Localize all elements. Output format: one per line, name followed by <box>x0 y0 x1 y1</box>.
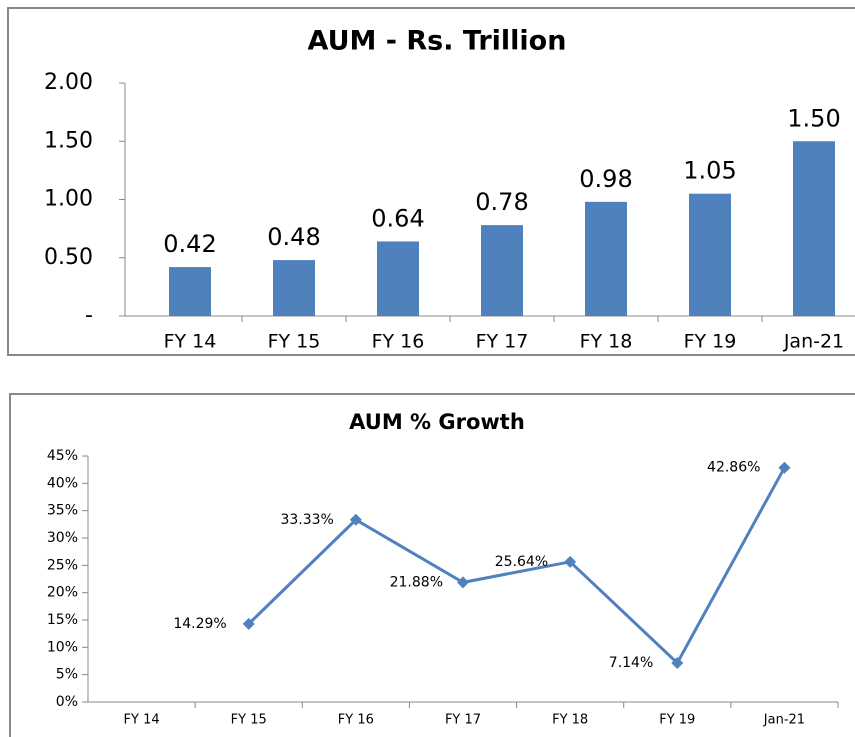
y-tick-label: 35% <box>47 503 78 519</box>
y-tick-label: 20% <box>47 585 78 601</box>
marker <box>457 576 469 589</box>
y-tick-label: 0% <box>56 694 78 710</box>
x-tick-label: FY 16 <box>372 331 425 353</box>
data-label: 21.88% <box>390 574 443 590</box>
y-tick-label: 5% <box>56 667 78 683</box>
x-tick-label: FY 18 <box>580 331 633 353</box>
x-tick-label: FY 17 <box>476 331 529 353</box>
marker <box>564 555 577 568</box>
y-tick-label: 25% <box>47 557 78 573</box>
y-tick-label: 1.50 <box>44 128 93 153</box>
data-label: 14.29% <box>173 616 226 632</box>
line <box>247 466 786 666</box>
x-tick-label: FY 14 <box>164 331 217 353</box>
x-tick-label: FY 15 <box>231 713 267 728</box>
data-label: 42.86% <box>707 460 760 476</box>
x-tick-label: FY 19 <box>659 713 695 728</box>
marker <box>671 656 684 669</box>
data-label: 0.48 <box>267 223 320 251</box>
data-label: 0.98 <box>579 165 632 193</box>
y-tick-label: 45% <box>47 448 78 464</box>
y-tick-label: - <box>85 303 93 328</box>
bar <box>481 225 523 316</box>
y-tick-label: 30% <box>47 530 78 546</box>
x-tick-label: FY 17 <box>445 713 481 728</box>
y-tick-label: 2.00 <box>44 70 93 95</box>
x-tick-label: FY 14 <box>124 713 160 728</box>
bar <box>273 260 315 316</box>
data-label: 1.50 <box>787 104 840 132</box>
x-tick-label: Jan-21 <box>783 331 844 353</box>
bar <box>169 267 211 316</box>
marker <box>242 617 255 630</box>
x-tick-label: Jan-21 <box>763 713 805 728</box>
y-tick-label: 40% <box>47 475 78 491</box>
marker <box>349 513 362 526</box>
chart-title: AUM % Growth <box>349 410 525 434</box>
bar <box>377 241 419 316</box>
data-label: 0.42 <box>163 230 216 258</box>
data-label: 7.14% <box>609 655 653 671</box>
bar <box>585 201 627 316</box>
bar <box>689 193 731 316</box>
x-tick-label: FY 16 <box>338 713 374 728</box>
y-tick-label: 10% <box>47 639 78 655</box>
y-tick-label: 1.00 <box>44 187 93 212</box>
data-label: 0.64 <box>371 204 424 232</box>
marker <box>778 461 791 474</box>
y-tick-label: 15% <box>47 612 78 628</box>
data-label: 0.78 <box>475 188 528 216</box>
data-label: 25.64% <box>495 554 548 570</box>
bar <box>793 141 835 316</box>
x-tick-label: FY 19 <box>684 331 737 353</box>
y-tick-label: 0.50 <box>44 245 93 270</box>
data-label: 1.05 <box>683 157 736 185</box>
chart-title: AUM - Rs. Trillion <box>308 26 567 57</box>
data-label: 33.33% <box>280 512 333 528</box>
x-tick-label: FY 15 <box>268 331 321 353</box>
x-tick-label: FY 18 <box>552 713 588 728</box>
